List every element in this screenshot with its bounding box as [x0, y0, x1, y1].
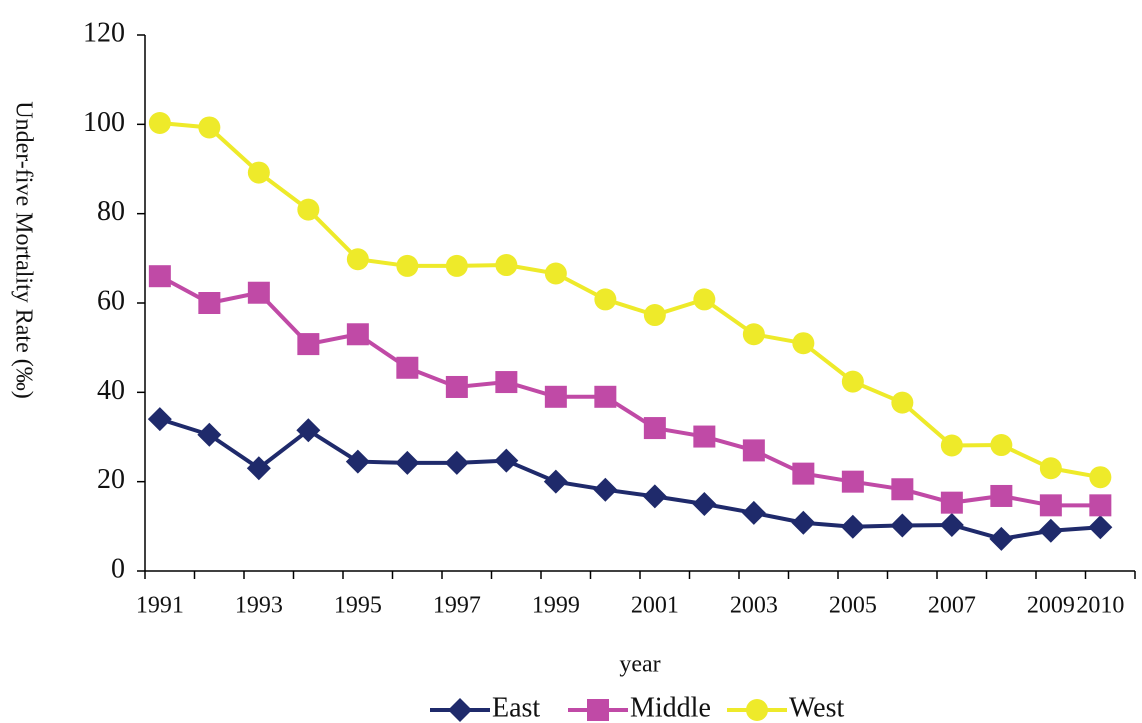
data-point: [1088, 515, 1113, 540]
data-point: [495, 371, 518, 394]
legend-marker: [746, 699, 768, 721]
data-point: [841, 370, 864, 393]
y-tick-label: 60: [97, 285, 125, 316]
data-point: [247, 281, 270, 304]
data-point: [296, 418, 321, 443]
data-point: [742, 323, 765, 346]
y-tick-label: 80: [97, 196, 125, 227]
data-point: [890, 513, 915, 538]
data-point: [692, 492, 717, 516]
data-point: [1089, 494, 1112, 517]
x-tick-label: 2010: [1076, 593, 1124, 619]
data-point: [444, 450, 469, 475]
x-tick-label: 1997: [433, 593, 481, 619]
data-point: [1039, 494, 1062, 517]
data-point: [297, 198, 320, 221]
data-point: [891, 478, 914, 501]
data-point: [643, 417, 666, 440]
data-point: [494, 448, 519, 473]
data-point: [989, 526, 1014, 551]
y-axis-label: Under-five Mortality Rate (‰): [10, 101, 36, 398]
data-point: [693, 425, 716, 448]
x-tick-label: 2001: [631, 593, 679, 619]
y-tick-label: 100: [83, 107, 125, 138]
data-point: [396, 356, 419, 379]
legend-label: East: [492, 692, 540, 723]
data-point: [148, 111, 171, 134]
data-point: [792, 332, 815, 355]
y-tick-label: 120: [83, 17, 125, 48]
data-point: [940, 434, 963, 457]
legend-marker: [448, 698, 472, 722]
data-point: [346, 248, 369, 271]
data-point: [593, 477, 618, 502]
x-tick-label: 2009: [1027, 593, 1075, 619]
legend-label: Middle: [630, 692, 711, 723]
x-tick-label: 1991: [136, 593, 184, 619]
data-point: [791, 510, 816, 535]
y-tick-label: 20: [97, 464, 125, 495]
data-point: [990, 484, 1013, 507]
data-point: [147, 407, 172, 432]
legend-marker: [587, 699, 609, 721]
data-point: [544, 385, 567, 408]
y-tick-label: 40: [97, 375, 125, 406]
data-point: [741, 500, 766, 525]
x-tick-label: 2005: [829, 593, 877, 619]
legend-label: West: [789, 692, 845, 723]
data-point: [445, 375, 468, 398]
data-point: [198, 116, 221, 139]
data-point: [841, 470, 864, 493]
series-line: [159, 121, 1101, 480]
data-point: [395, 450, 420, 475]
data-point: [594, 385, 617, 408]
data-point: [792, 462, 815, 485]
data-point: [148, 265, 171, 288]
data-point: [642, 484, 667, 509]
data-point: [643, 304, 666, 327]
data-point: [495, 254, 518, 277]
y-tick-label: 0: [111, 553, 125, 584]
data-point: [246, 456, 271, 481]
series-line: [158, 274, 1101, 508]
data-point: [1039, 457, 1062, 480]
data-point: [594, 288, 617, 311]
x-tick-label: 1995: [334, 593, 382, 619]
data-point: [742, 439, 765, 462]
data-point: [247, 161, 270, 184]
x-tick-label: 1999: [532, 593, 580, 619]
data-point: [1038, 518, 1063, 543]
data-point: [396, 254, 419, 277]
data-point: [543, 469, 568, 494]
data-point: [345, 449, 370, 474]
x-tick-label: 2003: [730, 593, 778, 619]
data-point: [544, 262, 567, 285]
data-point: [1089, 466, 1112, 489]
x-tick-label: 1993: [235, 593, 283, 619]
data-point: [445, 254, 468, 277]
data-point: [198, 292, 221, 314]
data-point: [940, 491, 963, 514]
x-axis-label: year: [619, 652, 660, 678]
data-point: [891, 391, 914, 414]
data-point: [346, 323, 369, 346]
data-point: [840, 514, 865, 539]
x-tick-label: 2007: [928, 593, 976, 619]
data-point: [197, 422, 222, 447]
data-point: [693, 288, 716, 311]
data-point: [990, 434, 1013, 457]
data-point: [939, 512, 964, 537]
data-point: [297, 333, 320, 356]
